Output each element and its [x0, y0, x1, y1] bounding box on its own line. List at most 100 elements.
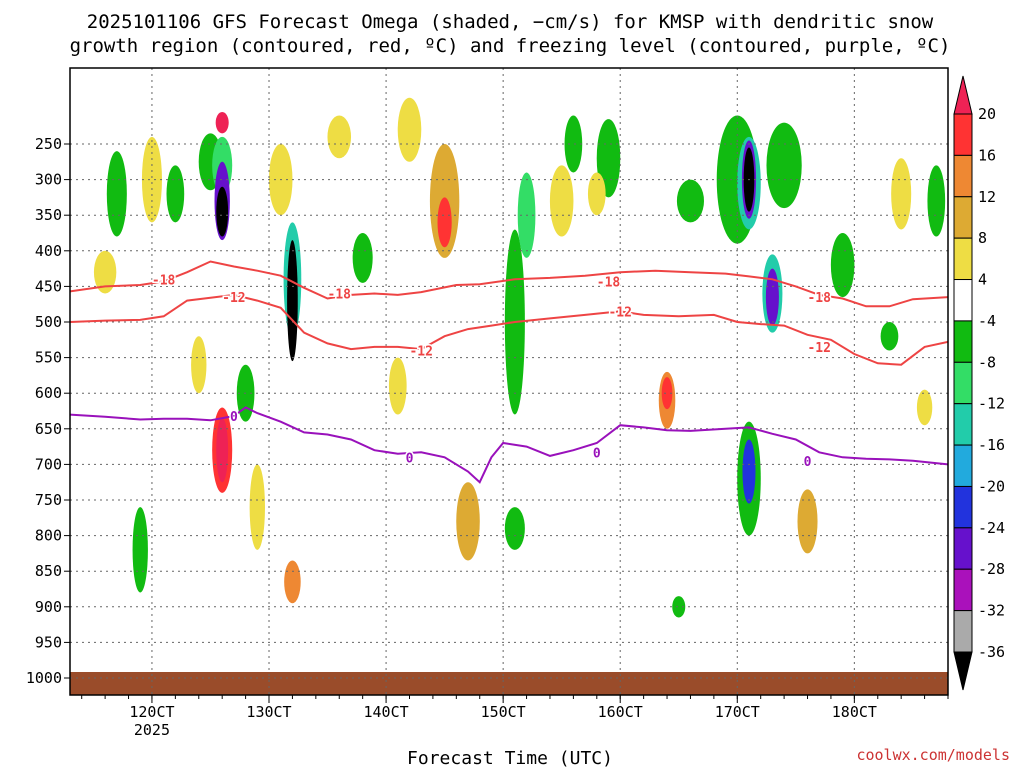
colorbar-label-12: -32: [978, 602, 1005, 620]
omega-blob-39: [587, 172, 606, 216]
omega-blob-49: [564, 115, 583, 173]
x-tick-sublabel: 2025: [134, 721, 170, 739]
x-tick-label-120CT: 120CT: [129, 703, 174, 721]
contour-label-dgz-minus12-2: -12: [608, 305, 631, 320]
credit-text: coolwx.com/models: [856, 746, 1010, 764]
contour-label-dgz-minus18-1: -18: [328, 288, 352, 303]
colorbar-label-2: 12: [978, 188, 996, 206]
omega-blob-11: [287, 240, 298, 362]
y-tick-label-850: 850: [35, 562, 62, 580]
x-tick-label-140CT: 140CT: [364, 703, 409, 721]
omega-blob-48: [397, 97, 422, 162]
y-tick-label-300: 300: [35, 171, 62, 189]
y-tick-label-650: 650: [35, 420, 62, 438]
y-tick-label-450: 450: [35, 277, 62, 295]
y-axis: 250 300 350 400 450 500 550 600 650 700 750 800 850 9…: [26, 135, 70, 687]
colorbar-swatch-1: [953, 113, 973, 156]
colorbar-swatch-8: [953, 403, 973, 446]
omega-blob-12: [284, 560, 301, 604]
contour-lines: -18 -18 -18 -18 -12 -12 -12 -12 0 0 0 0: [70, 260, 948, 484]
colorbar-swatch-6: [953, 320, 973, 363]
omega-blob-34: [93, 250, 117, 294]
omega-blob-7: [216, 418, 229, 483]
colorbar-bottom-arrow: [953, 651, 973, 691]
omega-blob-15: [456, 482, 480, 561]
colorbar-swatch-2: [953, 154, 973, 198]
colorbar-swatch-12: [953, 568, 973, 612]
omega-blob-41: [191, 336, 207, 394]
x-tick-label-180CT: 180CT: [832, 703, 877, 721]
colorbar-label-0: 20: [978, 105, 996, 123]
y-tick-label-950: 950: [35, 633, 62, 651]
omega-blob-37: [388, 357, 407, 415]
contour-label-dgz-minus18-2: -18: [597, 275, 621, 290]
contour-label-dgz-minus12-1: -12: [409, 344, 432, 359]
omega-blob-51: [916, 389, 933, 426]
omega-blob-22: [672, 596, 686, 618]
contour-label-dgz-minus18-3: -18: [807, 291, 831, 306]
contour-label-freezing-level-2: 0: [593, 446, 601, 461]
colorbar-label-6: -8: [978, 353, 996, 371]
x-tick-label-130CT: 130CT: [246, 703, 291, 721]
omega-blob-18: [504, 507, 525, 550]
y-tick-label-800: 800: [35, 527, 62, 545]
x-tick-label-170CT: 170CT: [715, 703, 760, 721]
contour-label-freezing-level-3: 0: [804, 455, 812, 470]
omega-blob-47: [106, 151, 127, 237]
omega-blob-5: [216, 186, 229, 237]
omega-blob-31: [797, 489, 818, 554]
y-tick-label-250: 250: [35, 135, 62, 153]
chart-title-line2: growth region (contoured, red, ºC) and f…: [70, 35, 951, 57]
colorbar-label-1: 16: [978, 146, 996, 164]
colorbar-swatch-10: [953, 485, 973, 529]
colorbar-label-8: -16: [978, 436, 1005, 454]
contour-label-freezing-level-1: 0: [406, 451, 414, 466]
omega-blob-42: [132, 507, 148, 593]
colorbar-label-7: -12: [978, 395, 1005, 413]
omega-blob-8: [215, 111, 229, 134]
plot-frame: [69, 67, 949, 696]
y-tick-label-750: 750: [35, 491, 62, 509]
y-tick-label-400: 400: [35, 242, 62, 260]
omega-shading: [93, 97, 946, 618]
contour-dgz-minus12: [70, 293, 948, 366]
y-tick-label-900: 900: [35, 598, 62, 616]
omega-blob-33: [676, 179, 704, 223]
omega-blob-21: [661, 377, 673, 410]
x-tick-label-150CT: 150CT: [481, 703, 526, 721]
omega-blob-38: [549, 165, 574, 237]
y-tick-label-500: 500: [35, 313, 62, 331]
contour-label-dgz-minus18-0: -18: [152, 273, 176, 288]
colorbar-swatch-3: [953, 196, 973, 239]
y-tick-label-350: 350: [35, 206, 62, 224]
omega-blob-30: [742, 439, 756, 504]
colorbar-label-4: 4: [978, 271, 987, 289]
omega-blob-35: [327, 115, 352, 159]
omega-blob-36: [352, 233, 373, 283]
colorbar-label-10: -24: [978, 519, 1005, 537]
grid-lines: [70, 68, 948, 695]
colorbar-label-11: -28: [978, 560, 1005, 578]
x-axis-label: Forecast Time (UTC): [407, 748, 613, 768]
contour-label-freezing-level-0: 0: [230, 410, 238, 425]
y-tick-label-700: 700: [35, 455, 62, 473]
colorbar-label-5: -4: [978, 312, 996, 330]
omega-blob-1: [166, 165, 185, 223]
omega-blob-50: [830, 233, 855, 298]
colorbar-swatch-9: [953, 444, 973, 487]
chart-title-line1: 2025101106 GFS Forecast Omega (shaded, −…: [87, 11, 934, 33]
omega-blob-45: [880, 322, 899, 351]
colorbar-label-9: -20: [978, 477, 1005, 495]
omega-blob-46: [249, 464, 265, 550]
ground-surface: [70, 672, 948, 695]
omega-blob-14: [437, 197, 452, 248]
y-tick-label-600: 600: [35, 384, 62, 402]
colorbar: 20 16 12 8 4 -4 -8 -12 -16 -20 -24 -28 -32 -36: [953, 75, 1005, 691]
colorbar-top-arrow: [953, 75, 973, 115]
y-tick-label-550: 550: [35, 349, 62, 367]
colorbar-swatch-11: [953, 527, 973, 570]
colorbar-label-13: -36: [978, 643, 1005, 661]
contour-freezing-level: [70, 406, 948, 484]
